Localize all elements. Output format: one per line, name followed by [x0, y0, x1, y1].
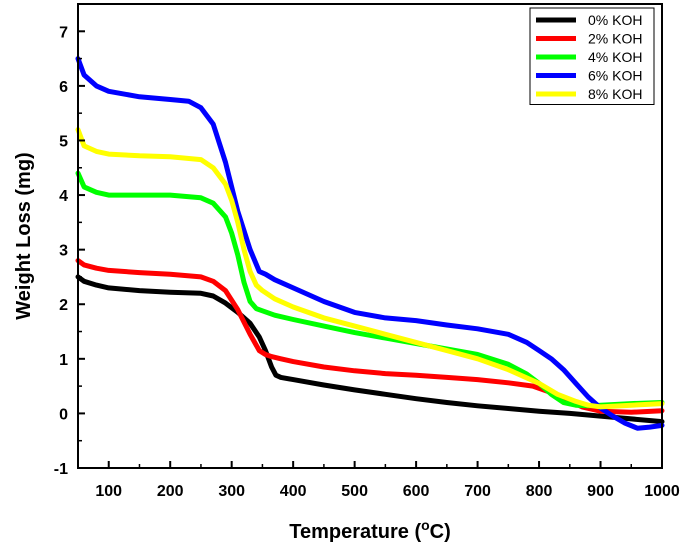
legend-label-0: 0% KOH — [588, 12, 642, 28]
legend-label-1: 2% KOH — [588, 31, 642, 47]
x-tick-label: 700 — [464, 483, 491, 500]
y-tick-label: 2 — [59, 297, 68, 314]
x-axis: 100 200 300 400 500 600 700 800 900 1000 — [77, 461, 680, 500]
legend-label-3: 6% KOH — [588, 68, 642, 84]
y-axis: -1 0 1 2 3 4 5 6 7 — [54, 24, 85, 478]
x-tick-label: 800 — [526, 483, 553, 500]
x-tick-label: 200 — [157, 483, 184, 500]
x-tick-label: 100 — [95, 483, 122, 500]
x-tick-label: 900 — [587, 483, 614, 500]
x-tick-label: 1000 — [644, 483, 680, 500]
x-axis-title-unit: C) — [430, 521, 451, 543]
y-tick-label: 7 — [59, 24, 68, 41]
y-tick-label: 5 — [59, 133, 68, 150]
series-line-2 — [75, 170, 665, 409]
series-line-3 — [75, 56, 665, 431]
x-tick-label: 500 — [341, 483, 368, 500]
y-tick-label: 4 — [59, 188, 68, 205]
y-tick-label: 6 — [59, 79, 68, 96]
legend: 0% KOH 2% KOH 4% KOH 6% KOH 8% KOH — [529, 7, 655, 105]
x-axis-title-degree: o — [421, 517, 430, 533]
y-tick-label: 1 — [59, 352, 68, 369]
x-tick-label: 400 — [280, 483, 307, 500]
series-line-0 — [75, 274, 665, 425]
x-tick-label: 300 — [218, 483, 245, 500]
x-axis-title-main: Temperature ( — [289, 521, 421, 543]
x-tick-label: 600 — [403, 483, 430, 500]
plot-frame — [77, 3, 663, 469]
x-axis-title: Temperature (oC) — [289, 517, 451, 543]
y-tick-label: 3 — [59, 243, 68, 260]
y-axis-title: Weight Loss (mg) — [13, 152, 35, 319]
plot-lines — [75, 56, 665, 431]
y-tick-label: -1 — [54, 461, 68, 478]
series-line-4 — [75, 127, 665, 410]
legend-label-4: 8% KOH — [588, 86, 642, 102]
y-tick-label: 0 — [59, 406, 68, 423]
legend-label-2: 4% KOH — [588, 49, 642, 65]
